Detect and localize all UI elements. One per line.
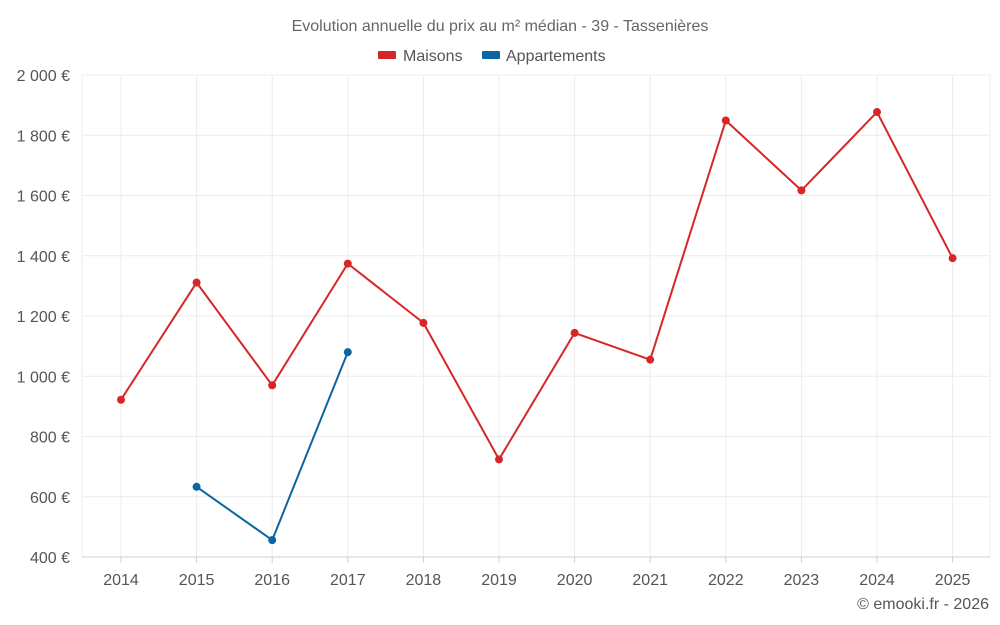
data-point-maisons-2016[interactable] (268, 381, 277, 390)
x-tick-label: 2022 (708, 572, 744, 589)
x-tick-label: 2023 (784, 572, 820, 589)
y-tick-label: 800 € (30, 430, 70, 447)
x-tick-label: 2025 (935, 572, 971, 589)
data-point-maisons-2017[interactable] (343, 259, 352, 268)
x-tick-label: 2015 (179, 572, 215, 589)
data-point-appartements-2017[interactable] (343, 348, 352, 357)
data-point-maisons-2019[interactable] (495, 455, 503, 464)
y-tick-label: 1 800 € (17, 128, 70, 145)
series-line-maisons (120, 111, 954, 461)
legend-label-maisons[interactable]: Maisons (403, 48, 463, 65)
data-point-maisons-2022[interactable] (721, 116, 730, 125)
x-tick-label: 2020 (557, 572, 593, 589)
x-tick-label: 2014 (103, 572, 139, 589)
x-tick-label: 2021 (632, 572, 668, 589)
y-tick-label: 1 000 € (17, 369, 70, 386)
data-point-maisons-2015[interactable] (192, 278, 201, 287)
chart-title: Evolution annuelle du prix au m² médian … (292, 18, 709, 35)
x-tick-label: 2016 (254, 572, 290, 589)
data-point-maisons-2025[interactable] (948, 254, 957, 263)
credit-text: © emooki.fr - 2026 (857, 596, 989, 613)
data-point-maisons-2020[interactable] (570, 328, 579, 337)
grid (81, 74, 991, 557)
y-tick-label: 1 400 € (17, 249, 70, 266)
x-tick-label: 2024 (859, 572, 895, 589)
y-tick-label: 400 € (30, 550, 70, 567)
legend-swatch-appartements (482, 51, 500, 59)
data-point-maisons-2018[interactable] (419, 318, 428, 327)
x-tick-label: 2019 (481, 572, 517, 589)
y-axis: 400 € 600 € 800 € 1 000 € 1 200 € 1 400 € 1 60… (17, 68, 70, 567)
x-tick-label: 2018 (406, 572, 442, 589)
legend-swatch-maisons (378, 51, 396, 59)
series-points (117, 108, 957, 545)
data-point-appartements-2015[interactable] (192, 482, 201, 491)
legend-label-appartements[interactable]: Appartements (506, 48, 606, 65)
y-tick-label: 600 € (30, 490, 70, 507)
data-point-maisons-2023[interactable] (797, 186, 806, 195)
data-point-maisons-2014[interactable] (117, 395, 125, 404)
x-tick-label: 2017 (330, 572, 366, 589)
data-point-maisons-2024[interactable] (873, 108, 881, 117)
data-point-appartements-2016[interactable] (268, 536, 277, 545)
data-point-maisons-2021[interactable] (646, 355, 655, 364)
x-axis: 2014 2015 2016 2017 2018 2019 2020 2021 2022 2023… (82, 556, 990, 589)
series-lines (120, 111, 954, 542)
y-tick-label: 2 000 € (17, 68, 70, 85)
y-tick-label: 1 600 € (17, 189, 70, 206)
y-tick-label: 1 200 € (17, 309, 70, 326)
legend: Maisons Appartements (378, 48, 606, 65)
